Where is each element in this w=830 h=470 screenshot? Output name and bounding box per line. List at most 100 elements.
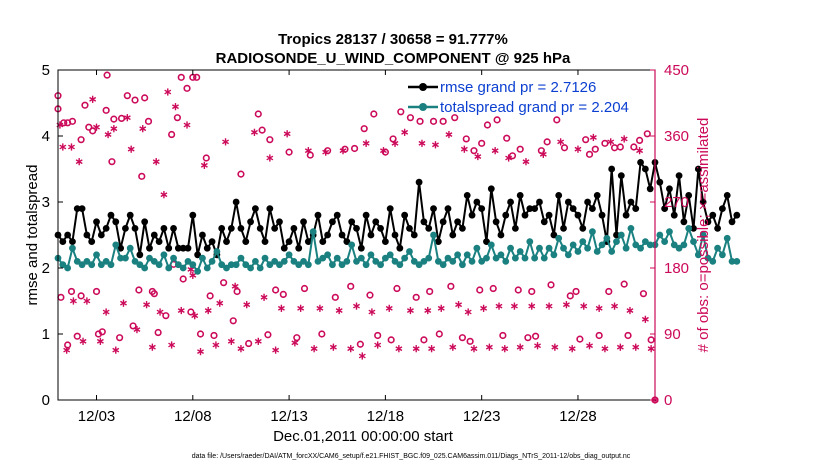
totalspread-point — [540, 254, 548, 262]
rmse-point — [290, 225, 298, 232]
rmse-point — [227, 225, 235, 232]
obs-possible-marker — [360, 125, 368, 133]
totalspread-point — [64, 264, 72, 272]
rmse-point — [295, 244, 303, 252]
obs-assimilated-marker — [485, 343, 493, 351]
obs-assimilated-marker — [335, 306, 343, 315]
totalspread-point — [223, 264, 230, 272]
obs-possible-marker — [258, 126, 266, 134]
rmse-point — [117, 244, 124, 252]
totalspread-point — [617, 231, 625, 239]
rmse-point — [199, 231, 206, 239]
rmse-point — [410, 231, 418, 239]
obs-possible-marker — [635, 136, 644, 144]
totalspread-point — [290, 258, 298, 265]
obs-assimilated-marker — [266, 154, 274, 162]
rmse-point — [319, 238, 327, 246]
obs-assimilated-marker — [172, 103, 179, 111]
totalspread-point — [550, 251, 558, 259]
obs-possible-marker — [416, 117, 424, 125]
obs-assimilated-marker — [75, 158, 83, 166]
rmse-point — [516, 192, 524, 199]
rmse-point — [271, 225, 279, 232]
totalspread-point — [126, 244, 134, 252]
obs-possible-marker — [516, 145, 524, 153]
obs-possible-marker — [572, 287, 580, 296]
obs-assimilated-marker — [59, 143, 67, 151]
obs-possible-marker — [566, 292, 574, 300]
obs-assimilated-marker — [480, 304, 488, 312]
rmse-point — [261, 238, 269, 246]
totalspread-point — [199, 254, 206, 262]
totalspread-point — [232, 261, 240, 269]
totalspread-point — [237, 254, 245, 262]
obs-assimilated-marker — [501, 345, 509, 353]
obs-possible-marker — [331, 293, 339, 301]
obs-possible-marker — [439, 117, 447, 125]
y2-tick-label: 0 — [664, 392, 672, 409]
rmse-point — [569, 205, 577, 213]
obs-possible-marker — [489, 284, 497, 293]
y2-tick-label: 270 — [664, 194, 689, 211]
rmse-point — [160, 225, 168, 232]
totalspread-point — [410, 258, 418, 265]
totalspread-point — [386, 251, 394, 259]
totalspread-point — [280, 258, 288, 265]
totalspread-point — [555, 234, 563, 242]
totalspread-point — [641, 238, 649, 246]
totalspread-point — [473, 244, 481, 252]
totalspread-point — [276, 261, 283, 269]
obs-assimilated-marker — [358, 352, 366, 360]
rmse-point — [401, 211, 409, 219]
totalspread-point — [59, 261, 67, 269]
totalspread-point — [165, 264, 173, 272]
obs-assimilated-marker — [505, 154, 513, 162]
legend-rmse-label: rmse grand pr = 2.7126 — [440, 79, 596, 96]
totalspread-point — [598, 241, 606, 249]
obs-possible-marker — [624, 331, 632, 340]
obs-assimilated-marker — [374, 341, 382, 349]
rmse-point — [64, 231, 72, 239]
rmse-point — [155, 238, 163, 246]
totalspread-point — [516, 248, 524, 255]
obs-assimilated-marker — [277, 304, 285, 312]
totalspread-point — [271, 258, 279, 265]
rmse-point — [247, 218, 254, 226]
obs-assimilated-marker — [412, 345, 420, 353]
obs-possible-marker — [318, 330, 326, 338]
obs-assimilated-marker — [586, 342, 593, 350]
totalspread-point — [266, 261, 274, 269]
totalspread-point — [218, 261, 226, 269]
totalspread-point — [521, 254, 529, 262]
totalspread-point — [569, 241, 577, 249]
rmse-point — [728, 218, 736, 226]
totalspread-point — [170, 254, 177, 262]
obs-assimilated-marker — [632, 343, 640, 351]
rmse-point — [357, 244, 365, 252]
rmse-point — [97, 231, 105, 239]
obs-possible-marker — [67, 287, 76, 296]
rmse-point — [550, 231, 558, 239]
totalspread-point — [174, 261, 182, 269]
rmse-point — [449, 231, 457, 239]
obs-possible-marker — [406, 114, 415, 122]
obs-assimilated-marker — [139, 125, 147, 133]
obs-assimilated-marker — [89, 95, 97, 103]
obs-assimilated-marker — [160, 191, 168, 199]
obs-possible-marker — [647, 336, 655, 344]
obs-assimilated-marker — [385, 304, 393, 312]
rmse-point — [314, 211, 322, 219]
obs-possible-marker — [266, 136, 274, 144]
totalspread-point — [314, 258, 322, 265]
rmse-point — [391, 231, 399, 239]
obs-assimilated-marker — [272, 346, 280, 354]
obs-possible-marker — [591, 145, 599, 153]
obs-possible-marker — [514, 286, 522, 294]
legend-spread-label: totalspread grand pr = 2.204 — [440, 99, 629, 116]
obs-assimilated-marker — [93, 123, 100, 131]
obs-assimilated-marker — [63, 346, 71, 354]
totalspread-point — [357, 254, 365, 262]
rmse-point — [675, 172, 683, 180]
totalspread-point — [348, 241, 356, 249]
obs-possible-marker — [183, 84, 191, 92]
